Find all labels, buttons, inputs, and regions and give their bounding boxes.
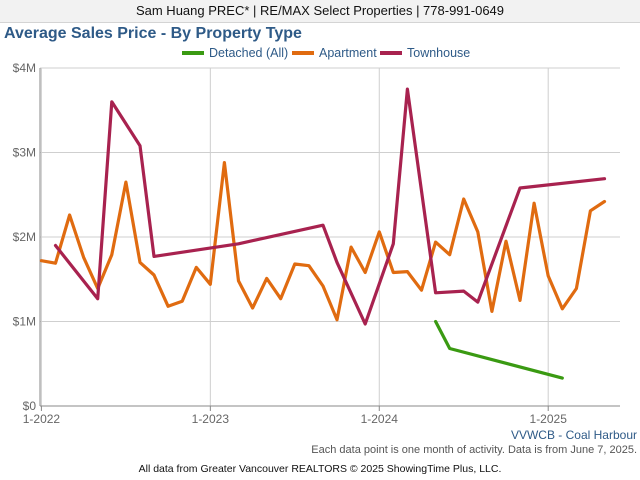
legend-item-detached[interactable]: Detached (All) xyxy=(182,46,288,62)
header-text: Sam Huang PREC* | RE/MAX Select Properti… xyxy=(135,3,505,18)
x-tick-label: 1-2025 xyxy=(530,412,568,426)
detached-series-line xyxy=(434,319,564,380)
axes: $0 $1M $2M $3M $4M 1-2022 1-2023 1-2024 1-2025 xyxy=(13,61,620,426)
y-tick-label: $2M xyxy=(13,230,36,244)
y-tick-label: $3M xyxy=(13,146,36,160)
legend-label-detached: Detached (All) xyxy=(209,46,289,60)
data-source: All data from Greater Vancouver REALTORS… xyxy=(138,463,502,475)
legend-item-townhouse[interactable]: Townhouse xyxy=(380,46,470,62)
y-tick-label: $1M xyxy=(13,315,36,329)
grid-lines xyxy=(40,67,620,406)
y-tick-label: $4M xyxy=(13,61,36,75)
apartment-series-line xyxy=(39,161,607,322)
legend-swatch-townhouse xyxy=(380,50,402,55)
region-label: VVWCB - Coal Harbour xyxy=(510,428,637,442)
x-tick-label: 1-2023 xyxy=(192,412,230,426)
chart-title: Average Sales Price - By Property Type xyxy=(4,25,302,42)
legend-swatch-detached xyxy=(182,50,204,55)
y-tick-label: $0 xyxy=(23,399,37,413)
chart-legend: Detached (All) Apartment Townhouse xyxy=(0,46,640,62)
x-tick-label: 1-2022 xyxy=(23,412,61,426)
data-note: Each data point is one month of activity… xyxy=(311,444,637,456)
x-tick-label: 1-2024 xyxy=(361,412,399,426)
series-lines xyxy=(39,87,607,380)
legend-swatch-apartment xyxy=(292,50,314,55)
legend-label-apartment: Apartment xyxy=(319,46,377,60)
header-bar: Sam Huang PREC* | RE/MAX Select Properti… xyxy=(0,0,640,23)
legend-item-apartment[interactable]: Apartment xyxy=(292,46,377,62)
legend-label-townhouse: Townhouse xyxy=(407,46,471,60)
townhouse-series-line xyxy=(53,87,607,326)
